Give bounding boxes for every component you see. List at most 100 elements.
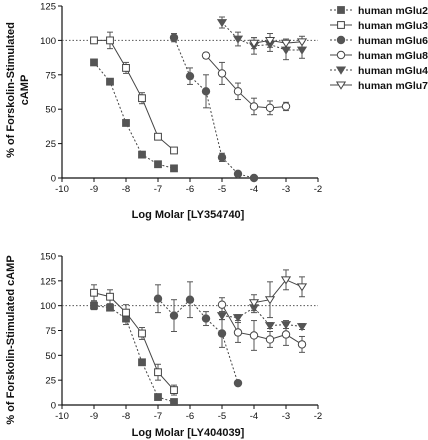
- legend-item: human mGlu3: [330, 20, 428, 32]
- data-point: [217, 69, 227, 78]
- legend-label: human mGlu4: [358, 65, 428, 77]
- series-human-mglu2: [90, 301, 178, 406]
- data-point: [264, 36, 276, 46]
- legend-item: human mGlu4: [330, 65, 428, 77]
- x-tick-label: -10: [55, 184, 69, 195]
- legend-item: human mGlu7: [330, 80, 428, 92]
- x-tick-label: -2: [314, 411, 322, 422]
- data-point: [233, 378, 243, 388]
- data-point: [233, 169, 243, 179]
- series-human-mglu2: [90, 58, 178, 173]
- data-point: [249, 331, 259, 340]
- series-line: [221, 304, 303, 345]
- data-point: [201, 51, 211, 60]
- legend-marker: [337, 21, 345, 29]
- series-line: [221, 307, 303, 328]
- data-point: [170, 398, 178, 406]
- data-point: [280, 39, 292, 48]
- legend: human mGlu2 human mGlu3 human mGlu6 human m…: [330, 5, 428, 92]
- series-human-mglu6: [169, 33, 259, 183]
- y-tick-label: 25: [45, 376, 56, 387]
- data-point: [248, 39, 260, 48]
- data-point: [280, 321, 292, 330]
- data-point: [122, 308, 130, 317]
- legend-marker: [335, 66, 347, 75]
- y-tick-label: 100: [40, 301, 56, 312]
- data-point: [106, 303, 114, 312]
- series-line: [173, 37, 255, 179]
- data-point: [154, 132, 162, 141]
- legend-marker: [337, 6, 345, 14]
- chart-ly354740: % of Forskolin-Stimulated cAMP Log Molar…: [5, 2, 428, 222]
- legend-item: human mGlu6: [330, 35, 428, 47]
- data-point: [138, 150, 146, 159]
- legend-marker: [336, 35, 346, 45]
- legend-marker: [336, 50, 346, 60]
- y-tick-label: 50: [45, 105, 56, 116]
- series-human-mglu7: [248, 269, 308, 319]
- x-tick-label: -8: [122, 411, 130, 422]
- data-point: [138, 94, 146, 103]
- series-human-mglu3: [90, 284, 178, 396]
- data-point: [296, 283, 308, 292]
- data-point: [90, 58, 98, 67]
- y-axis-label-line-2: cAMP: [19, 75, 31, 106]
- data-point: [90, 36, 98, 45]
- series-line: [157, 298, 239, 384]
- y-tick-label: 0: [51, 401, 56, 412]
- series-line: [94, 39, 175, 151]
- series-line: [93, 62, 175, 169]
- data-point: [296, 46, 308, 55]
- y-tick-label: 25: [45, 139, 56, 150]
- data-point: [216, 19, 228, 28]
- x-tick-label: -6: [186, 184, 194, 195]
- x-tick-label: -4: [250, 184, 258, 195]
- series-human-mglu7: [248, 33, 308, 50]
- x-tick-label: -6: [186, 411, 194, 422]
- data-point: [154, 368, 162, 377]
- chart-ly404039: % of Forskolin-Stimulated cAMP Log Molar…: [5, 252, 322, 440]
- data-point: [201, 87, 211, 96]
- x-tick-label: -9: [90, 184, 98, 195]
- data-point: [122, 64, 130, 72]
- series-line: [253, 279, 303, 304]
- data-point: [201, 314, 211, 323]
- legend-marker: [335, 81, 347, 90]
- y-tick-label: 0: [51, 174, 56, 185]
- y-axis-label-line-1: % of Forskolin-Stimulated: [5, 22, 17, 158]
- series-human-mglu4: [216, 16, 308, 61]
- x-tick-label: -5: [218, 184, 226, 195]
- legend-label: human mGlu3: [358, 20, 428, 32]
- data-point: [265, 335, 275, 344]
- data-point: [185, 295, 195, 304]
- data-point: [281, 102, 291, 111]
- y-tick-label: 75: [45, 326, 56, 337]
- data-point: [233, 87, 243, 96]
- data-point: [232, 314, 244, 323]
- data-point: [138, 358, 146, 367]
- data-point: [90, 301, 98, 310]
- data-point: [169, 33, 179, 42]
- data-point: [264, 296, 276, 305]
- x-tick-label: -10: [55, 411, 69, 422]
- series-line: [93, 305, 175, 403]
- y-axis-label: % of Forskolin-Stimulated cAMP: [5, 255, 17, 424]
- data-point: [296, 38, 308, 47]
- data-point: [216, 312, 228, 321]
- data-point: [265, 103, 275, 113]
- x-tick-label: -7: [154, 184, 162, 195]
- x-tick-label: -4: [250, 411, 258, 422]
- legend-label: human mGlu8: [358, 50, 428, 62]
- series-human-mglu4: [216, 302, 308, 332]
- y-tick-label: 75: [45, 70, 56, 81]
- data-point: [280, 276, 292, 285]
- x-tick-label: -5: [218, 411, 226, 422]
- data-point: [264, 322, 276, 331]
- data-point: [185, 71, 195, 81]
- data-point: [233, 328, 243, 337]
- data-point: [106, 292, 114, 301]
- x-tick-label: -3: [282, 184, 290, 195]
- series-line: [253, 39, 303, 44]
- x-tick-label: -9: [90, 411, 98, 422]
